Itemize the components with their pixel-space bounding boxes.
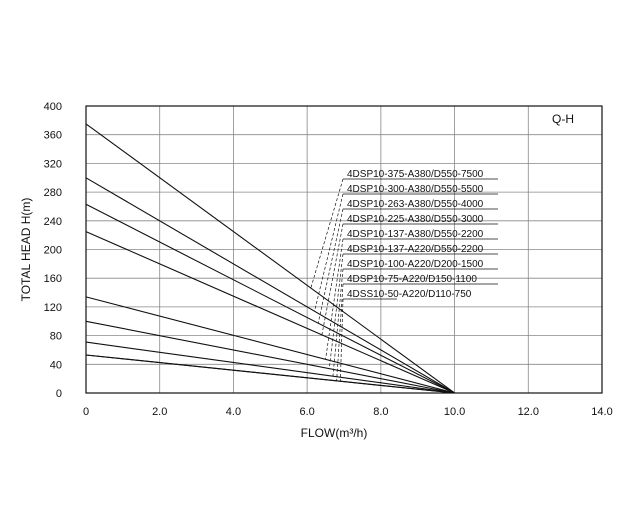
x-tick-label: 12.0 (518, 406, 539, 418)
curve-1 (85, 123, 455, 394)
curves (85, 123, 455, 394)
plot-frame (85, 105, 603, 394)
curve-9 (85, 354, 455, 394)
curve-5 (85, 296, 455, 394)
y-tick-label: 320 (44, 158, 62, 170)
y-tick-label: 80 (50, 331, 62, 343)
y-tick-label: 200 (44, 245, 62, 257)
x-tick-label: 10.0 (444, 406, 465, 418)
x-axis-title: FLOW(m³/h) (301, 426, 368, 440)
legend: 4DSP10-375-A380/D550-7500 4DSP10-300-A380… (343, 169, 498, 300)
y-tick-labels: 0 40 80 120 160 200 240 280 320 360 400 (44, 101, 62, 400)
legend-label-7: 4DSP10-100-A220/D200-1500 (347, 259, 484, 270)
x-tick-label: 2.0 (152, 406, 167, 418)
qh-annotation: Q-H (552, 112, 574, 126)
curve-6 (85, 320, 455, 394)
legend-leader-7 (332, 268, 344, 377)
curve-2 (85, 177, 455, 394)
legend-leader-3 (317, 208, 344, 324)
legend-leaders (310, 178, 344, 382)
legend-leader-1 (310, 178, 344, 289)
y-tick-label: 40 (50, 359, 62, 371)
y-tick-label: 0 (56, 388, 62, 400)
legend-leader-8 (336, 283, 344, 381)
legend-label-4: 4DSP10-225-A380/D550-3000 (347, 214, 484, 225)
legend-label-6: 4DSP10-137-A220/D550-2200 (347, 244, 484, 255)
y-tick-label: 240 (44, 216, 62, 228)
y-tick-label: 160 (44, 273, 62, 285)
y-tick-label: 280 (44, 187, 62, 199)
x-tick-label: 14.0 (591, 406, 612, 418)
legend-label-8: 4DSP10-75-A220/D150-1100 (347, 274, 477, 285)
y-axis-title: TOTAL HEAD H(m) (19, 198, 33, 302)
y-tick-label: 400 (44, 101, 62, 113)
x-tick-label: 0 (83, 406, 89, 418)
curve-3 (85, 203, 455, 394)
legend-label-9: 4DSS10-50-A220/D110-750 (347, 289, 472, 300)
legend-leader-9 (339, 298, 344, 382)
legend-leader-6 (328, 253, 344, 369)
grid (86, 106, 602, 393)
legend-label-2: 4DSP10-300-A380/D550-5500 (347, 184, 484, 195)
legend-leader-5 (325, 238, 344, 360)
legend-leader-2 (314, 193, 344, 312)
x-tick-label: 4.0 (226, 406, 241, 418)
y-tick-label: 360 (44, 130, 62, 142)
curve-4 (85, 231, 455, 394)
legend-label-5: 4DSP10-137-A380/D550-2200 (347, 229, 484, 240)
x-tick-label: 6.0 (299, 406, 314, 418)
curve-7 (85, 341, 455, 394)
y-tick-label: 120 (44, 302, 62, 314)
legend-label-3: 4DSP10-263-A380/D550-4000 (347, 199, 484, 210)
legend-label-1: 4DSP10-375-A380/D550-7500 (347, 169, 484, 180)
legend-leader-4 (321, 223, 344, 335)
x-tick-label: 8.0 (373, 406, 388, 418)
x-tick-labels: 0 2.0 4.0 6.0 8.0 10.0 12.0 14.0 (83, 406, 613, 418)
